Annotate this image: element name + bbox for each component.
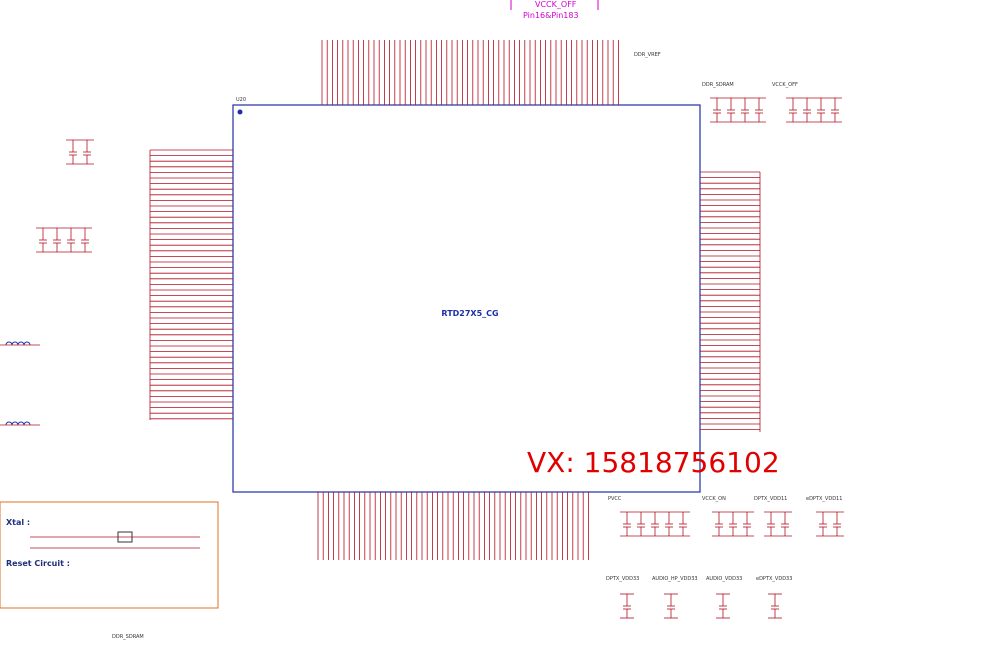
- power-label: DPTX_VDD11: [754, 496, 787, 502]
- power-label: PVCC: [608, 496, 622, 502]
- power-label: VCCK_ON: [702, 496, 726, 502]
- power-label: VCCK_OFF: [772, 82, 798, 88]
- inductor: [23, 341, 31, 346]
- power-label: eDPTX_VDD11: [806, 496, 842, 502]
- inductor: [17, 341, 25, 346]
- chip-name: RTD27X5_CG: [441, 309, 498, 318]
- chip-ref: U20: [236, 97, 246, 103]
- inductor: [23, 421, 31, 426]
- xtal-title: Xtal :: [6, 518, 30, 527]
- note-net: VCCK_OFF: [535, 0, 577, 9]
- reset-title: Reset Circuit :: [6, 559, 70, 568]
- power-label: DDR_SDRAM: [702, 82, 734, 88]
- note-pins: Pin16&Pin183: [523, 11, 579, 20]
- power-label: AUDIO_HP_VDD33: [652, 576, 698, 582]
- inductor: [5, 421, 13, 426]
- xtal-box: [0, 501, 219, 609]
- power-label: DDR_VREF: [634, 52, 661, 58]
- inductor: [11, 421, 19, 426]
- inductor: [17, 421, 25, 426]
- inductor: [5, 341, 13, 346]
- chip-outline: [232, 104, 701, 493]
- inductor: [11, 341, 19, 346]
- power-label: eDPTX_VDD33: [756, 576, 792, 582]
- power-label: DDR_SDRAM: [112, 634, 144, 640]
- power-label: AUDIO_VDD33: [706, 576, 742, 582]
- power-label: DPTX_VDD33: [606, 576, 639, 582]
- watermark: VX: 15818756102: [527, 446, 780, 479]
- pin1-marker: [237, 109, 243, 115]
